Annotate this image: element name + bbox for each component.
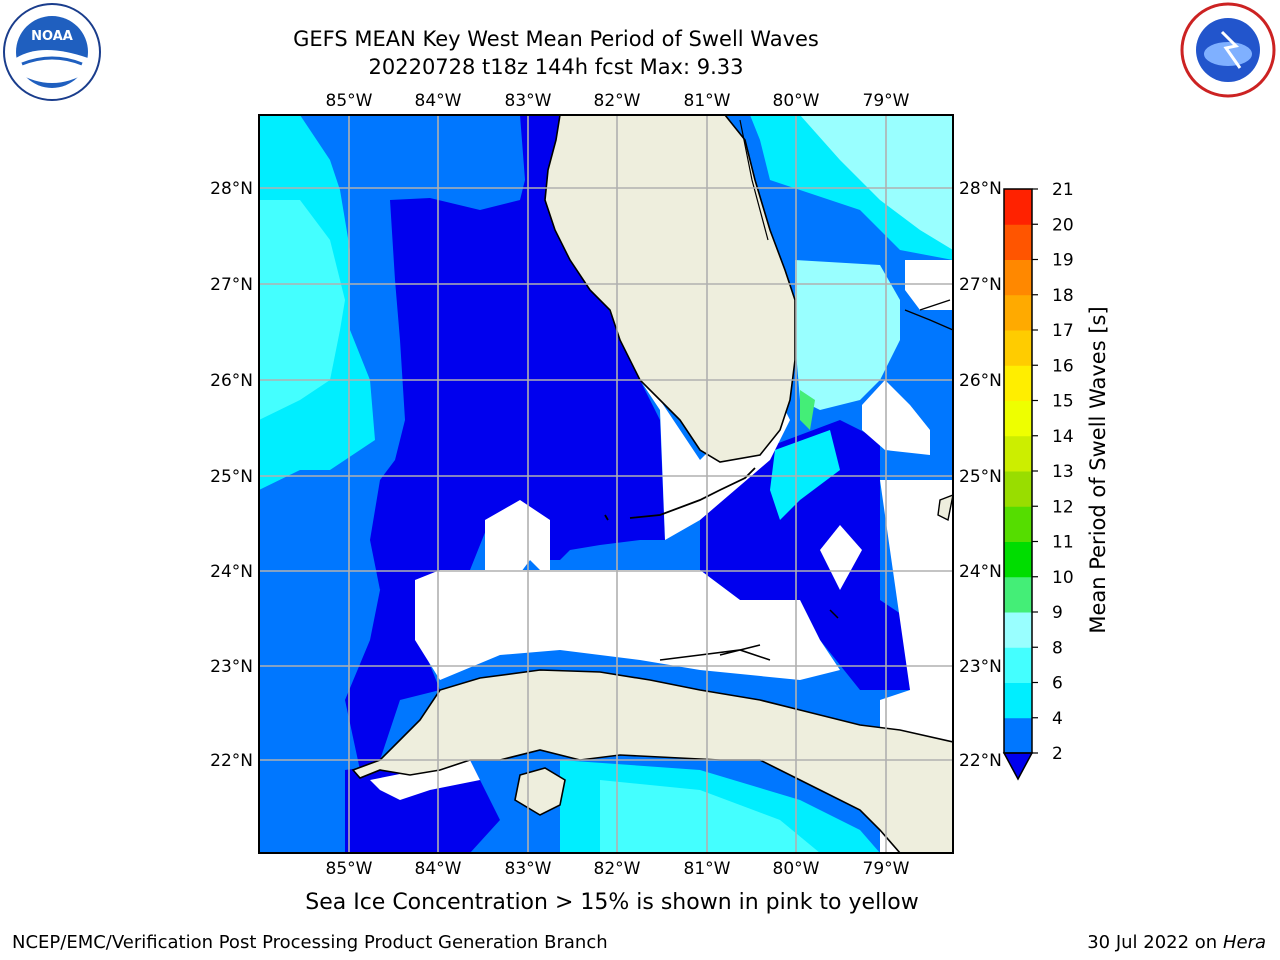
colorbar-segment <box>1004 224 1032 260</box>
dark-blue-swell-east <box>700 420 910 690</box>
footer-date: 30 Jul 2022 on Hera <box>1087 932 1266 953</box>
colorbar-segment <box>1004 717 1032 754</box>
lat-label-right: 23°N <box>959 657 1002 677</box>
colorbar-tick-label: 6 <box>1052 674 1063 694</box>
colorbar-tick-label: 14 <box>1052 427 1074 447</box>
noaa-logo-text: NOAA <box>31 29 73 44</box>
light-cyan-band-south <box>600 780 820 853</box>
dark-blue-swell-central <box>370 115 665 590</box>
colorbar-segment <box>1004 400 1032 437</box>
lon-label-bottom: 79°W <box>863 859 910 879</box>
lon-label-bottom: 82°W <box>594 859 641 879</box>
footer-date-text: 30 Jul 2022 on <box>1087 932 1223 953</box>
colorbar-segment <box>1004 435 1032 472</box>
lat-label-left: 27°N <box>210 275 253 295</box>
colorbar-label: Mean Period of Swell Waves [s] <box>1086 306 1110 633</box>
lon-label-top: 81°W <box>684 91 731 111</box>
light-cyan-band-west <box>259 200 345 420</box>
colorbar-segment <box>1004 259 1032 296</box>
lon-label-top: 83°W <box>505 91 552 111</box>
colorbar-tick-label: 9 <box>1052 603 1063 623</box>
colorbar-segment <box>1004 189 1032 225</box>
lon-label-top: 80°W <box>773 91 820 111</box>
colorbar-segment <box>1004 471 1032 507</box>
footer-host: Hera <box>1222 932 1266 953</box>
colorbar-tick-label: 10 <box>1052 568 1074 588</box>
colorbar-segment <box>1004 294 1032 331</box>
lat-label-left: 24°N <box>210 562 253 582</box>
colorbar-tick-label: 11 <box>1052 533 1074 553</box>
colorbar-segment <box>1004 647 1032 683</box>
colorbar-segment <box>1004 576 1032 613</box>
cyan-swell-patch-east <box>770 430 840 520</box>
lat-label-right: 28°N <box>959 179 1002 199</box>
green-max-swell-patch <box>800 390 815 430</box>
colorbar-segment <box>1004 365 1032 401</box>
bahamas-coastline <box>904 299 953 331</box>
map-graticule <box>259 115 953 853</box>
colorbar-segment <box>1004 330 1032 366</box>
colorbar-segment <box>1004 541 1032 578</box>
colorbar-segment <box>1004 506 1032 542</box>
map-frame <box>258 114 954 854</box>
no-data-region-cuba-west <box>370 760 480 800</box>
colorbar-tick-label: 21 <box>1052 180 1074 200</box>
lat-label-right: 24°N <box>959 562 1002 582</box>
bahamas-island <box>937 494 953 522</box>
noaa-logo: NOAA <box>2 2 102 102</box>
footer-branch-credit: NCEP/EMC/Verification Post Processing Pr… <box>12 932 608 953</box>
bahamas-cay <box>829 609 839 619</box>
colorbar-tick-label: 8 <box>1052 638 1063 658</box>
lon-label-bottom: 80°W <box>773 859 820 879</box>
colorbar-segment <box>1004 682 1032 719</box>
pale-cyan-band-east <box>795 260 900 410</box>
colorbar-segment <box>1004 612 1032 648</box>
colorbar-tick-label: 2 <box>1052 744 1063 764</box>
colorbar: 2 4 6 8 9 10 11 12 13 14 15 16 17 18 19 20 21 <box>1002 180 1074 781</box>
lon-label-top: 85°W <box>326 91 373 111</box>
florida-landmass <box>544 115 796 463</box>
colorbar-tick-label: 16 <box>1052 356 1074 376</box>
title-line-2: 20220728 t18z 144h fcst Max: 9.33 <box>368 55 744 79</box>
colorbar-tick-label: 4 <box>1052 709 1063 729</box>
colorbar-tick-label: 17 <box>1052 321 1074 341</box>
lon-label-bottom: 85°W <box>326 859 373 879</box>
pale-cyan-band-northeast <box>800 115 953 250</box>
florida-east-coast-lagoon <box>739 119 769 241</box>
lat-label-right: 27°N <box>959 275 1002 295</box>
lon-label-top: 82°W <box>594 91 641 111</box>
colorbar-extend-triangle <box>1002 752 1034 781</box>
lat-label-left: 28°N <box>210 179 253 199</box>
title-line-1: GEFS MEAN Key West Mean Period of Swell … <box>293 27 819 51</box>
colorbar-tick-label: 13 <box>1052 462 1074 482</box>
lat-label-right: 25°N <box>959 467 1002 487</box>
lon-label-bottom: 81°W <box>684 859 731 879</box>
lat-label-right: 22°N <box>959 751 1002 771</box>
lon-label-top: 79°W <box>863 91 910 111</box>
colorbar-tick-label: 12 <box>1052 497 1074 517</box>
cuba-north-cays <box>659 644 771 661</box>
colorbar-tick-label: 18 <box>1052 286 1074 306</box>
no-data-region-andros <box>862 380 930 455</box>
lon-label-bottom: 84°W <box>415 859 462 879</box>
lat-label-left: 26°N <box>210 371 253 391</box>
lat-label-left: 22°N <box>210 751 253 771</box>
colorbar-tick-label: 20 <box>1052 215 1074 235</box>
lat-label-left: 23°N <box>210 657 253 677</box>
sea-ice-note: Sea Ice Concentration > 15% is shown in … <box>305 890 919 915</box>
nws-logo <box>1178 2 1278 98</box>
lat-label-right: 26°N <box>959 371 1002 391</box>
lon-label-bottom: 83°W <box>505 859 552 879</box>
no-data-region-straits <box>415 570 840 680</box>
no-data-region-grand-bahama <box>905 260 953 310</box>
lon-label-top: 84°W <box>415 91 462 111</box>
colorbar-tick-label: 19 <box>1052 251 1074 271</box>
lat-label-left: 25°N <box>210 467 253 487</box>
colorbar-tick-label: 15 <box>1052 392 1074 412</box>
no-data-region-bahamas <box>820 525 862 590</box>
